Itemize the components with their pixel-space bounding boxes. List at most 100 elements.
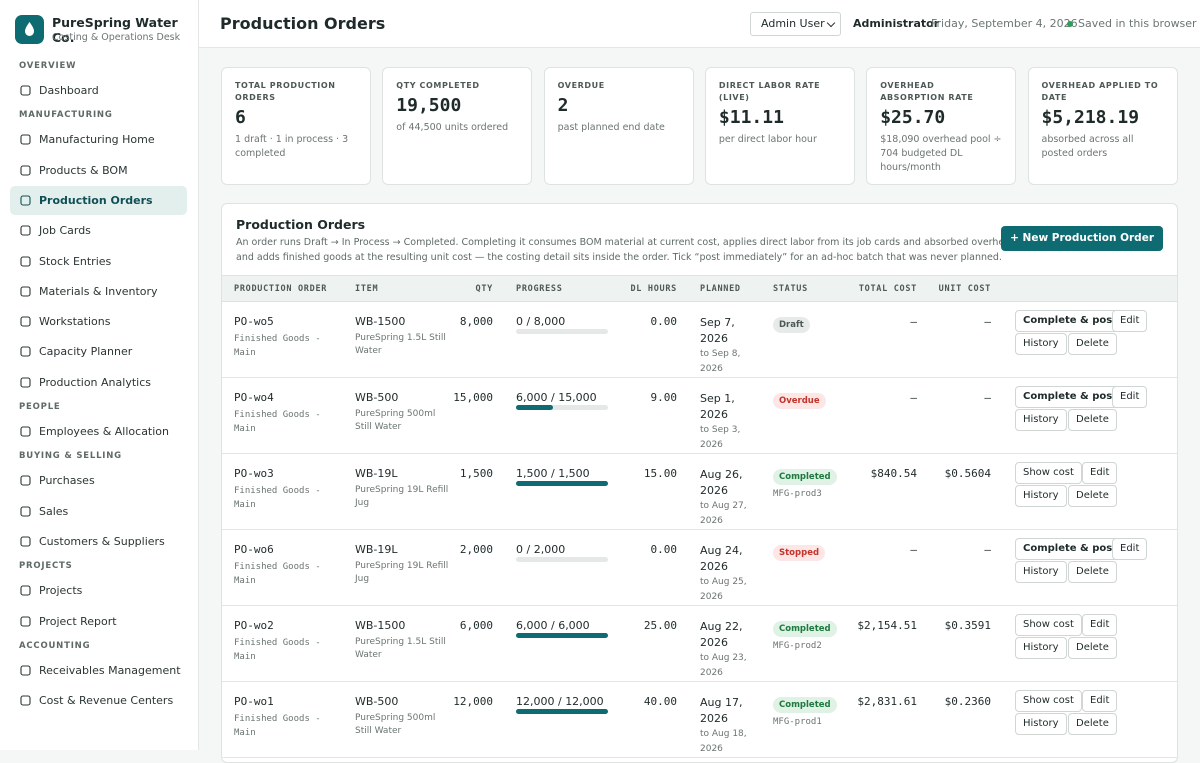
total-cost: — [910, 391, 917, 404]
nav-item[interactable]: Production Orders [10, 185, 187, 215]
nav-item[interactable]: Receivables Management [10, 656, 187, 685]
nav-item[interactable]: Dashboard [10, 76, 187, 105]
action-button[interactable]: Delete [1068, 409, 1117, 431]
nav-item[interactable]: Project Report [10, 607, 187, 636]
action-button[interactable]: History [1015, 333, 1067, 355]
progress-fill [516, 405, 553, 410]
nav-item[interactable]: Workstations [10, 307, 187, 336]
action-button[interactable]: Delete [1068, 333, 1117, 355]
action-button[interactable]: Delete [1068, 485, 1117, 507]
status-cell: Completed MFG-prod2 [773, 621, 837, 653]
kpi-label: OVERHEAD ABSORPTION RATE [880, 81, 974, 102]
nav-item[interactable]: Products & BOM [10, 156, 187, 185]
nav-item[interactable]: Job Cards [10, 216, 187, 245]
status-cell: Completed MFG-prod3 [773, 469, 837, 501]
new-order-button[interactable]: + New Production Order [1001, 226, 1163, 251]
panel-title: Production Orders [236, 217, 366, 232]
status-note: MFG-prod1 [773, 717, 822, 727]
item-cell: WB-1500 PureSpring 1.5L Still Water [355, 619, 450, 662]
order-cell: PO-wo1 Finished Goods - Main [234, 695, 344, 740]
nav-item[interactable]: Projects [10, 576, 187, 605]
action-button[interactable]: Show cost [1015, 614, 1082, 636]
nav-icon [20, 536, 31, 547]
planned-end: to Aug 23, 2026 [700, 653, 747, 678]
planned-cell: Sep 1, 2026 to Sep 3, 2026 [700, 391, 760, 453]
action-button[interactable]: Edit [1112, 310, 1148, 332]
nav-icon [20, 665, 31, 676]
action-button[interactable]: Edit [1112, 386, 1148, 408]
nav-item[interactable]: Materials & Inventory [10, 277, 187, 306]
total-cost: $2,154.51 [857, 619, 917, 632]
column-header: STATUS [773, 284, 808, 294]
action-button[interactable]: Delete [1068, 713, 1117, 735]
nav-icon [20, 225, 31, 236]
planned-cell: Aug 17, 2026 to Aug 18, 2026 [700, 695, 760, 757]
nav-item[interactable]: Stock Entries [10, 247, 187, 276]
action-button[interactable]: Edit [1082, 462, 1118, 484]
progress-label: 6,000 / 15,000 [516, 391, 597, 404]
nav-item[interactable]: Sales [10, 497, 187, 526]
action-button[interactable]: Edit [1082, 614, 1118, 636]
total-cost: $840.54 [870, 467, 917, 480]
item-cell: WB-500 PureSpring 500ml Still Water [355, 695, 450, 738]
qty: 8,000 [459, 315, 493, 328]
order-id: PO-wo6 [234, 543, 274, 556]
order-cell: PO-wo3 Finished Goods - Main [234, 467, 344, 512]
nav-item[interactable]: Capacity Planner [10, 337, 187, 366]
dl-hours: 0.00 [650, 543, 678, 556]
kpi-card: OVERHEAD APPLIED TO DATE $5,218.19 absorbe… [1027, 67, 1178, 185]
order-id: PO-wo1 [234, 695, 274, 708]
kpi-card: TOTAL PRODUCTION ORDERS 6 1 draft · 1 in p… [221, 67, 371, 185]
user-select[interactable]: Admin User [750, 12, 841, 36]
planned-date: Sep 7, 2026 [700, 316, 735, 345]
planned-end: to Aug 27, 2026 [700, 501, 747, 526]
item-cell: WB-19L PureSpring 19L Refill Jug [355, 543, 450, 586]
action-button[interactable]: Edit [1112, 538, 1148, 560]
action-button[interactable]: Delete [1068, 637, 1117, 659]
order-id: PO-wo4 [234, 391, 274, 404]
action-button[interactable]: History [1015, 409, 1067, 431]
item-cell: WB-19L PureSpring 19L Refill Jug [355, 467, 450, 510]
kpi-label: OVERDUE [557, 81, 605, 90]
item-name: PureSpring 19L Refill Jug [355, 485, 449, 508]
sidebar: PureSpring Water Co. Costing & Operation… [0, 0, 199, 750]
planned-cell: Aug 24, 2026 to Aug 25, 2026 [700, 543, 760, 605]
action-button[interactable]: History [1015, 713, 1067, 735]
nav-item[interactable]: Employees & Allocation [10, 417, 187, 446]
qty: 15,000 [453, 391, 493, 404]
status-dot [1067, 21, 1073, 27]
action-button[interactable]: Show cost [1015, 462, 1082, 484]
action-button[interactable]: Delete [1068, 561, 1117, 583]
action-button[interactable]: Show cost [1015, 690, 1082, 712]
logo [15, 15, 44, 44]
action-button[interactable]: Complete & post [1015, 386, 1126, 408]
action-button[interactable]: Edit [1082, 690, 1118, 712]
nav-icon [20, 316, 31, 327]
action-button[interactable]: History [1015, 561, 1067, 583]
status-pill: Draft [773, 317, 810, 333]
status-pill: Stopped [773, 545, 826, 561]
nav-section: PROJECTS [19, 561, 73, 572]
nav-item[interactable]: Customers & Suppliers [10, 527, 187, 556]
action-button[interactable]: Complete & post [1015, 538, 1126, 560]
nav-item[interactable]: Manufacturing Home [10, 125, 187, 154]
nav-item[interactable]: Cost & Revenue Centers [10, 686, 187, 715]
action-button[interactable]: Complete & post [1015, 310, 1126, 332]
progress-label: 6,000 / 6,000 [516, 619, 590, 632]
brand-name: PureSpring Water Co. [52, 15, 178, 45]
nav-item[interactable]: Purchases [10, 466, 187, 495]
table-row: PO-wo6 Finished Goods - Main WB-19L PureSpr… [222, 530, 1177, 606]
page-title: Production Orders [220, 14, 386, 33]
item-code: WB-500 [355, 391, 399, 404]
action-button[interactable]: History [1015, 485, 1067, 507]
qty: 12,000 [453, 695, 493, 708]
action-button[interactable]: History [1015, 637, 1067, 659]
progress-track [516, 329, 608, 334]
order-cell: PO-wo4 Finished Goods - Main [234, 391, 344, 436]
nav-item[interactable]: Production Analytics [10, 368, 187, 397]
item-cell: WB-500 PureSpring 500ml Still Water [355, 391, 450, 434]
table-row: PO-wo1 Finished Goods - Main WB-500 PureSpr… [222, 682, 1177, 758]
kpi-value: 2 [557, 95, 569, 116]
progress-label: 12,000 / 12,000 [516, 695, 604, 708]
